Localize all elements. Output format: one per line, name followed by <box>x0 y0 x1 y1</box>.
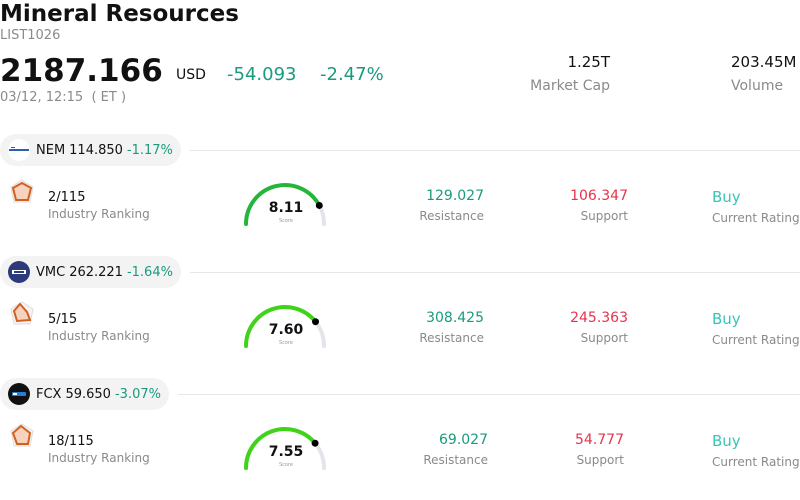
score-label: Score <box>278 218 293 224</box>
stock-card: FCX 59.650 -3.07% 18/115 Industry Rankin… <box>0 378 800 500</box>
price-change: -54.093 <box>227 64 297 85</box>
stock-symbol: NEM <box>36 142 66 158</box>
radar-icon <box>10 179 34 203</box>
stock-ticker-pill[interactable]: NEM 114.850 -1.17% <box>0 134 181 166</box>
index-code: LIST1026 <box>0 28 61 43</box>
current-rating-value: Buy <box>712 432 741 450</box>
score-value: 7.60 <box>268 322 304 338</box>
timestamp: 03/12, 12:15 ( ET ) <box>0 90 127 105</box>
industry-ranking-label: Industry Ranking <box>48 329 150 343</box>
current-rating-label: Current Rating <box>712 211 800 225</box>
resistance-value: 308.425 <box>426 310 484 326</box>
support-value: 245.363 <box>570 310 628 326</box>
stock-card: VMC 262.221 -1.64% 5/15 Industry Ranking… <box>0 256 800 378</box>
score-value: 7.55 <box>268 444 304 460</box>
price-change-percent: -2.47% <box>320 64 384 85</box>
industry-ranking-value: 5/15 <box>48 312 78 327</box>
resistance-value: 69.027 <box>439 432 488 448</box>
industry-ranking-label: Industry Ranking <box>48 207 150 221</box>
market-cap-label: Market Cap <box>530 78 610 94</box>
stock-card: NEM 114.850 -1.17% 2/115 Industry Rankin… <box>0 134 800 256</box>
current-rating-value: Buy <box>712 310 741 328</box>
volume-label: Volume <box>731 78 784 94</box>
score-label: Score <box>278 340 293 346</box>
stock-price: 262.221 <box>69 264 123 280</box>
support-value: 106.347 <box>570 188 628 204</box>
score-gauge <box>244 427 326 470</box>
resistance-value: 129.027 <box>426 188 484 204</box>
index-price: 2187.166 <box>0 53 163 89</box>
divider <box>190 272 800 273</box>
divider <box>190 150 800 151</box>
volume-value: 203.45M <box>731 53 797 71</box>
support-value: 54.777 <box>575 432 624 448</box>
stock-price: 59.650 <box>65 386 111 402</box>
support-label: Support <box>576 453 624 467</box>
score-gauge <box>244 305 326 348</box>
radar-icon <box>10 301 34 325</box>
industry-ranking-value: 2/115 <box>48 190 86 205</box>
industry-ranking-value: 18/115 <box>48 434 94 449</box>
divider <box>178 394 800 395</box>
market-cap-value: 1.25T <box>567 53 610 71</box>
support-label: Support <box>580 209 628 223</box>
resistance-label: Resistance <box>419 209 484 223</box>
stock-change: -1.64% <box>126 264 173 280</box>
stock-change: -1.17% <box>126 142 173 158</box>
current-rating-label: Current Rating <box>712 333 800 347</box>
resistance-label: Resistance <box>419 331 484 345</box>
page-title: Mineral Resources <box>0 1 239 27</box>
stock-ticker-pill[interactable]: FCX 59.650 -3.07% <box>0 378 169 410</box>
stock-symbol: FCX <box>36 386 62 402</box>
score-label: Score <box>278 462 293 468</box>
currency-label: USD <box>176 67 206 83</box>
radar-icon <box>10 423 34 447</box>
support-label: Support <box>580 331 628 345</box>
stock-symbol: VMC <box>36 264 66 280</box>
score-value: 8.11 <box>268 200 304 216</box>
newmont-logo-icon <box>8 139 30 161</box>
current-rating-label: Current Rating <box>712 455 800 469</box>
vulcan-logo-icon <box>8 261 30 283</box>
current-rating-value: Buy <box>712 188 741 206</box>
score-gauge <box>244 183 326 226</box>
industry-ranking-label: Industry Ranking <box>48 451 150 465</box>
stock-change: -3.07% <box>114 386 161 402</box>
stock-ticker-pill[interactable]: VMC 262.221 -1.64% <box>0 256 181 288</box>
stock-price: 114.850 <box>69 142 123 158</box>
freeport-logo-icon <box>8 383 30 405</box>
resistance-label: Resistance <box>423 453 488 467</box>
